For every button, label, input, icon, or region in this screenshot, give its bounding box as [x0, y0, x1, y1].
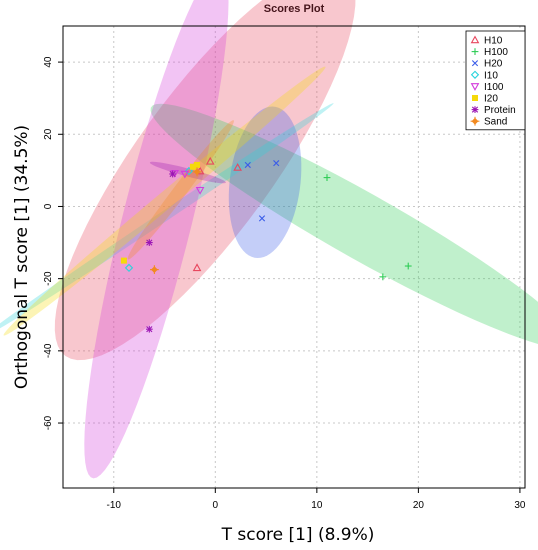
point-h20 — [244, 161, 251, 169]
y-tick-label: 20 — [43, 128, 54, 140]
legend-marker-i20 — [472, 95, 478, 101]
legend-marker-protein — [471, 106, 479, 113]
point-sand — [149, 265, 159, 275]
point-i20 — [194, 161, 201, 168]
x-tick-label: 0 — [213, 500, 219, 511]
legend-label-h100: H100 — [484, 47, 508, 58]
x-tick-label: -10 — [107, 500, 122, 511]
legend-marker-i100 — [470, 83, 480, 91]
point-h100 — [323, 174, 331, 181]
ellipse-i10 — [0, 103, 334, 329]
y-axis-label: Orthogonal T score [1] (34.5%) — [12, 125, 32, 389]
y-tick-label: 0 — [43, 203, 54, 209]
legend-marker-sand — [470, 116, 480, 126]
legend-box — [465, 30, 526, 131]
point-protein — [145, 325, 153, 333]
point-i100 — [195, 186, 205, 195]
plot-frame — [62, 25, 526, 489]
legend-label-h10: H10 — [484, 36, 503, 47]
ellipse-h100 — [150, 103, 538, 344]
ellipse-sand — [127, 120, 234, 260]
point-h20 — [273, 160, 280, 167]
legend-marker-h10 — [470, 35, 480, 44]
point-protein — [145, 239, 153, 246]
y-tick-label: 40 — [43, 56, 54, 68]
ellipse-h20 — [228, 106, 302, 259]
point-h10 — [205, 156, 215, 165]
ellipse-i100 — [84, 0, 229, 479]
legend-label-sand: Sand — [484, 117, 507, 128]
point-i100 — [180, 170, 190, 179]
legend-label-i20: I20 — [484, 94, 498, 105]
y-tick-label: -40 — [43, 343, 54, 358]
x-tick-label: 20 — [413, 500, 425, 511]
legend-marker-h100 — [471, 48, 479, 55]
y-tick-label: -60 — [43, 415, 54, 430]
point-h10 — [233, 162, 242, 171]
legend-label-h20: H20 — [484, 59, 503, 70]
point-h100 — [379, 273, 387, 281]
point-i10 — [124, 263, 134, 273]
point-protein — [169, 170, 177, 178]
point-sand — [192, 167, 202, 177]
x-tick-label: 30 — [514, 500, 526, 511]
point-h10 — [192, 263, 202, 272]
x-axis-label: T score [1] (8.9%) — [221, 525, 375, 545]
legend-label-protein: Protein — [484, 105, 516, 116]
x-tick-label: 10 — [311, 500, 323, 511]
y-tick-label: -20 — [43, 271, 54, 286]
point-i10 — [184, 166, 194, 176]
legend-marker-i10 — [470, 70, 480, 79]
legend-label-i10: I10 — [484, 70, 498, 81]
ellipse-i20 — [3, 66, 326, 336]
chart-title: Scores Plot — [264, 3, 325, 15]
point-h20 — [258, 215, 266, 222]
point-i20 — [120, 257, 127, 264]
legend-label-i100: I100 — [484, 82, 504, 93]
point-h100 — [404, 262, 412, 270]
legend-marker-h20 — [471, 60, 479, 67]
point-i20 — [189, 163, 196, 170]
